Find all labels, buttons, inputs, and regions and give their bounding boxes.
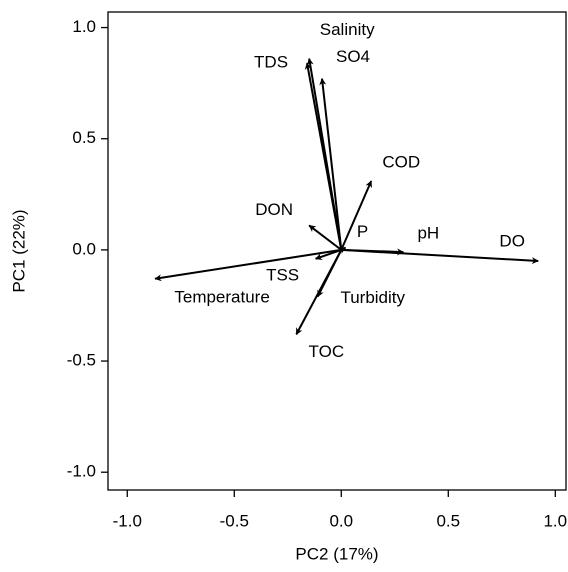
loading-arrow: [154, 248, 342, 282]
vector-label: TOC: [309, 342, 345, 361]
loading-arrow: [319, 78, 343, 251]
y-axis-title: PC1 (22%): [9, 209, 28, 292]
y-tick-label: -1.0: [67, 462, 96, 481]
vector-label: TSS: [266, 265, 299, 284]
y-tick-label: 1.0: [72, 17, 96, 36]
x-tick-label: -1.0: [113, 511, 142, 530]
loading-arrow: [314, 248, 342, 261]
x-tick-label: 0.0: [329, 511, 353, 530]
x-tick-label: 0.5: [436, 511, 460, 530]
loading-arrow: [304, 62, 343, 251]
vector-label: TDS: [254, 53, 288, 72]
loading-arrow: [340, 180, 373, 251]
vector-label: Salinity: [320, 20, 375, 39]
x-tick-label: -0.5: [220, 511, 249, 530]
vector-label: DO: [499, 231, 525, 250]
y-tick-label: 0.0: [72, 239, 96, 258]
vector-label: P: [357, 222, 368, 241]
vector-label: pH: [417, 224, 439, 243]
loading-arrow: [341, 248, 539, 265]
vector-label: Temperature: [174, 287, 269, 306]
x-tick-label: 1.0: [543, 511, 567, 530]
x-axis-title: PC2 (17%): [295, 544, 378, 563]
vector-label: SO4: [336, 47, 370, 66]
vector-label: Turbidity: [340, 288, 405, 307]
loading-arrow: [295, 249, 343, 335]
y-tick-label: 0.5: [72, 128, 96, 147]
loading-arrow: [308, 224, 342, 251]
plot-frame: [107, 11, 567, 491]
y-tick-label: -0.5: [67, 351, 96, 370]
vector-label: COD: [382, 152, 420, 171]
vector-label: DON: [255, 200, 293, 219]
